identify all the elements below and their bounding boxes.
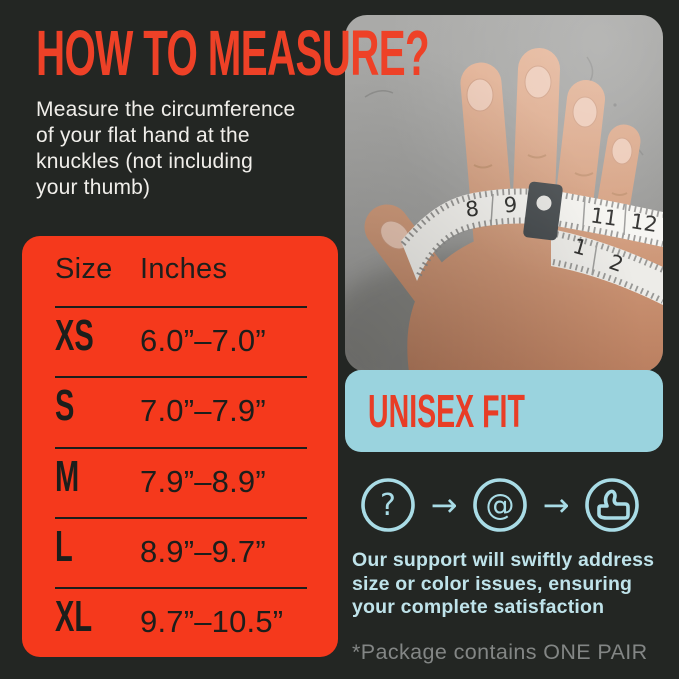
at-circle-icon: @ [473, 478, 527, 532]
column-header-inches: Inches [140, 253, 228, 285]
size-label: XS [55, 311, 94, 360]
support-line: your complete satisfaction [352, 596, 605, 618]
arrow-right-icon: → [430, 486, 458, 524]
row-divider [55, 376, 307, 378]
support-line: size or color issues, ensuring [352, 572, 633, 595]
question-glyph: ? [380, 488, 396, 523]
size-label: L [55, 522, 73, 571]
instruction-line: knuckles (not including [36, 150, 254, 173]
hand-measurement-photo: 8 9 11 12 1 2 [345, 15, 663, 372]
size-range: 6.0”–7.0” [140, 323, 266, 358]
table-row: M 7.9”–8.9” [22, 455, 338, 509]
unisex-fit-banner: UNISEX FIT [345, 370, 663, 452]
row-divider [55, 306, 307, 308]
table-row: XL 9.7”–10.5” [22, 595, 338, 649]
unisex-fit-label: UNISEX FIT [368, 385, 525, 437]
support-icons-row: ? → @ → [360, 477, 640, 533]
support-message: Our support will swiftly address size or… [352, 549, 654, 620]
hand-tape-illustration: 8 9 11 12 1 2 [345, 15, 663, 372]
row-divider [55, 587, 307, 589]
instruction-line: of your flat hand at the [36, 124, 250, 147]
column-header-size: Size [55, 253, 113, 285]
size-range: 8.9”–9.7” [140, 534, 266, 569]
instruction-line: Measure the circumference [36, 98, 296, 121]
table-row: L 8.9”–9.7” [22, 525, 338, 579]
size-chart-panel: Size Inches XS 6.0”–7.0” S 7.0”–7.9” M 7… [22, 236, 338, 657]
vignette-overlay [345, 15, 663, 372]
row-divider [55, 517, 307, 519]
table-row: XS 6.0”–7.0” [22, 314, 338, 368]
support-line: Our support will swiftly address [352, 549, 655, 571]
size-range: 9.7”–10.5” [140, 604, 284, 639]
at-glyph: @ [486, 488, 515, 522]
size-label: S [55, 381, 75, 430]
measure-instructions: Measure the circumference of your flat h… [36, 97, 295, 201]
arrow-right-icon: → [542, 486, 570, 524]
package-footnote: *Package contains ONE PAIR [352, 640, 648, 664]
table-row: S 7.0”–7.9” [22, 384, 338, 438]
size-label: M [55, 452, 80, 501]
thumbs-up-circle-icon [585, 478, 639, 532]
size-range: 7.0”–7.9” [140, 393, 266, 428]
instruction-line: your thumb) [36, 176, 151, 199]
row-divider [55, 447, 307, 449]
size-range: 7.9”–8.9” [140, 464, 266, 499]
question-circle-icon: ? [361, 478, 415, 532]
page-title: HOW TO MEASURE? [36, 17, 430, 89]
size-label: XL [55, 592, 93, 641]
